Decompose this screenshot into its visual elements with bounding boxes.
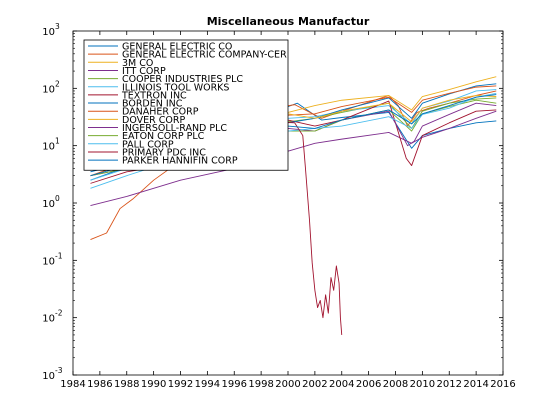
- y-tick-exponent: 1: [55, 137, 60, 146]
- legend-label: PALL CORP: [122, 139, 174, 150]
- x-tick-label: 2008: [383, 379, 408, 390]
- y-tick-label: 10: [42, 27, 55, 38]
- legend-label: 3M CO: [122, 58, 153, 69]
- x-tick-label: 1988: [114, 379, 139, 390]
- x-tick-label: 1994: [195, 379, 220, 390]
- legend-label: GENERAL ELECTRIC CO: [122, 42, 232, 53]
- x-tick-label: 2006: [356, 379, 381, 390]
- legend-label: GENERAL ELECTRIC COMPANY-CER: [122, 50, 287, 61]
- x-tick-label: 2010: [410, 379, 435, 390]
- y-tick-exponent: 2: [55, 79, 60, 88]
- legend-label: EATON CORP PLC: [122, 131, 205, 142]
- chart-title: Miscellaneous Manufactur: [207, 15, 370, 28]
- y-tick-exponent: -1: [55, 251, 63, 260]
- x-tick-label: 1992: [168, 379, 193, 390]
- series-line: [214, 117, 343, 335]
- y-tick-exponent: -2: [55, 309, 63, 318]
- series-line: [90, 90, 497, 241]
- y-tick-label: 10: [42, 256, 55, 267]
- y-tick-label: 10: [42, 199, 55, 210]
- series-line: [90, 110, 497, 207]
- legend-label: INGERSOLL-RAND PLC: [122, 123, 227, 134]
- x-tick-label: 1986: [87, 379, 112, 390]
- legend-label: BORDEN INC: [122, 99, 183, 110]
- x-tick-label: 2012: [437, 379, 462, 390]
- y-tick-exponent: 0: [55, 194, 60, 203]
- x-tick-label: 1998: [248, 379, 273, 390]
- legend-label: DOVER CORP: [122, 115, 185, 126]
- x-tick-label: 1990: [141, 379, 166, 390]
- legend-label: COOPER INDUSTRIES PLC: [122, 74, 243, 85]
- x-tick-label: 2004: [329, 379, 354, 390]
- legend-label: TEXTRON INC: [121, 90, 187, 101]
- y-tick-exponent: 3: [55, 22, 60, 31]
- x-tick-label: 1996: [222, 379, 247, 390]
- x-tick-label: 2016: [490, 379, 515, 390]
- legend-box: [83, 39, 289, 171]
- legend-label: ITT CORP: [122, 66, 166, 77]
- x-tick-label: 2002: [302, 379, 327, 390]
- y-tick-label: 10: [42, 84, 55, 95]
- y-tick-exponent: -3: [55, 366, 63, 375]
- legend-label: PRIMARY PDC INC: [122, 147, 206, 158]
- y-tick-label: 10: [42, 371, 55, 382]
- y-tick-label: 10: [42, 314, 55, 325]
- x-axis: 1984 1986 1988 1990 1992 1994 1996 1998 2000 2002…: [60, 31, 516, 390]
- x-tick-label: 1984: [60, 379, 85, 390]
- legend-label: ILLINOIS TOOL WORKS: [122, 82, 229, 93]
- legend-label: DANAHER CORP: [122, 107, 199, 118]
- y-tick-label: 10: [42, 142, 55, 153]
- x-tick-label: 2000: [275, 379, 300, 390]
- x-tick-label: 2014: [463, 379, 488, 390]
- legend-label: PARKER HANNIFIN CORP: [122, 156, 238, 167]
